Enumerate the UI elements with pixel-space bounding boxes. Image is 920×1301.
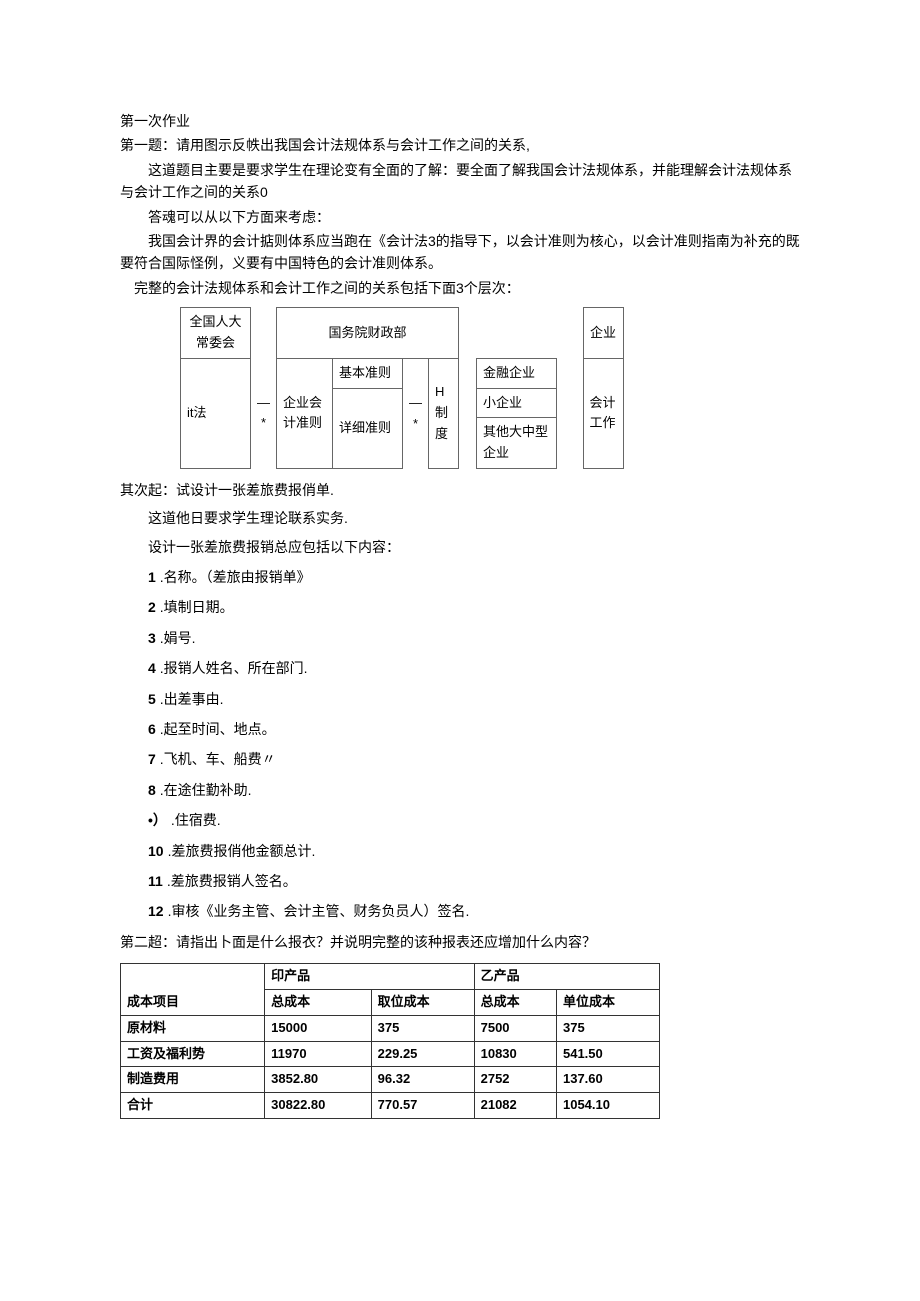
heading-assignment: 第一次作业 xyxy=(120,110,800,132)
diagram-cell: H制度 xyxy=(429,358,459,468)
diagram-cell: 企业 xyxy=(583,308,623,359)
diagram-cell: 会计工作 xyxy=(583,358,623,468)
question-1-title: 第一题：请用图示反帙出我国会计法规体系与会计工作之间的关系, xyxy=(120,134,800,156)
list-item: 10.差旅费报俏他金额总计. xyxy=(148,840,800,862)
question-3-title: 第二超：请指出卜面是什么报衣？并说明完整的该种报表还应增加什么内容？ xyxy=(120,931,800,953)
diagram-cell: 其他大中型企业 xyxy=(477,418,557,469)
table-header: 总成本 xyxy=(265,989,371,1015)
list-item: 3.娟号. xyxy=(148,627,800,649)
cost-table: 成本项目 印产品 乙产品 总成本 取位成本 总成本 单位成本 原材料 15000… xyxy=(120,963,660,1119)
paragraph: 我国会计界的会计掂则体系应当跑在《会计法3的指导下，以会计准则为核心，以会计准则… xyxy=(120,230,800,275)
list-item: 2.填制日期。 xyxy=(148,596,800,618)
arrow: —* xyxy=(403,358,429,468)
table-header: 总成本 xyxy=(474,989,556,1015)
diagram-cell: 小企业 xyxy=(477,388,557,418)
hierarchy-diagram: 全国人大常委会 国务院财政部 企业 it法 —* 企业会计准则 基本准则 —* … xyxy=(180,307,800,469)
diagram-cell: 金融企业 xyxy=(477,358,557,388)
table-header: 成本项目 xyxy=(121,964,265,1016)
list-item: 11.差旅费报销人签名。 xyxy=(148,870,800,892)
diagram-cell: 企业会计准则 xyxy=(277,358,333,468)
paragraph: 设计一张差旅费报销总应包括以下内容： xyxy=(120,536,800,558)
table-header: 乙产品 xyxy=(474,964,659,990)
list-item: 6.起至时间、地点。 xyxy=(148,718,800,740)
diagram-cell: 国务院财政部 xyxy=(277,308,459,359)
list-item: 12.审核《业务主管、会计主管、财务负员人）签名. xyxy=(148,900,800,922)
diagram-cell: 详细准则 xyxy=(333,388,403,468)
question-2-title: 其次起：试设计一张差旅费报俏单. xyxy=(120,479,800,501)
arrow: —* xyxy=(251,358,277,468)
list-item: 1.名称。（差旅由报销单》 xyxy=(148,566,800,588)
table-row: 制造费用 3852.80 96.32 2752 137.60 xyxy=(121,1067,660,1093)
table-row: 合计 30822.80 770.57 21082 1054.10 xyxy=(121,1093,660,1119)
diagram-caption: 完整的会计法规体系和会计工作之间的关系包括下面3个层次： xyxy=(134,277,800,299)
table-row: 原材料 15000 375 7500 375 xyxy=(121,1015,660,1041)
list-item: 7.飞机、车、船费〃 xyxy=(148,748,800,770)
list-item: 4.报销人姓名、所在部门. xyxy=(148,657,800,679)
paragraph: 答魂可以从以下方面来考虑： xyxy=(120,206,800,228)
diagram-cell: 基本准则 xyxy=(333,358,403,388)
table-header: 取位成本 xyxy=(371,989,474,1015)
paragraph: 这道他日要求学生理论联系实务. xyxy=(120,507,800,529)
diagram-cell: it法 xyxy=(181,358,251,468)
paragraph: 这道题目主要是要求学生在理论变有全面的了解：要全面了解我国会计法规体系，并能理解… xyxy=(120,159,800,204)
table-row: 工资及福利势 11970 229.25 10830 541.50 xyxy=(121,1041,660,1067)
table-header: 印产品 xyxy=(265,964,474,990)
diagram-cell: 全国人大常委会 xyxy=(181,308,251,359)
table-header: 单位成本 xyxy=(556,989,659,1015)
list-item: •）.住宿费. xyxy=(148,809,800,831)
list-item: 8.在途住勤补助. xyxy=(148,779,800,801)
list-item: 5.出差事由. xyxy=(148,688,800,710)
